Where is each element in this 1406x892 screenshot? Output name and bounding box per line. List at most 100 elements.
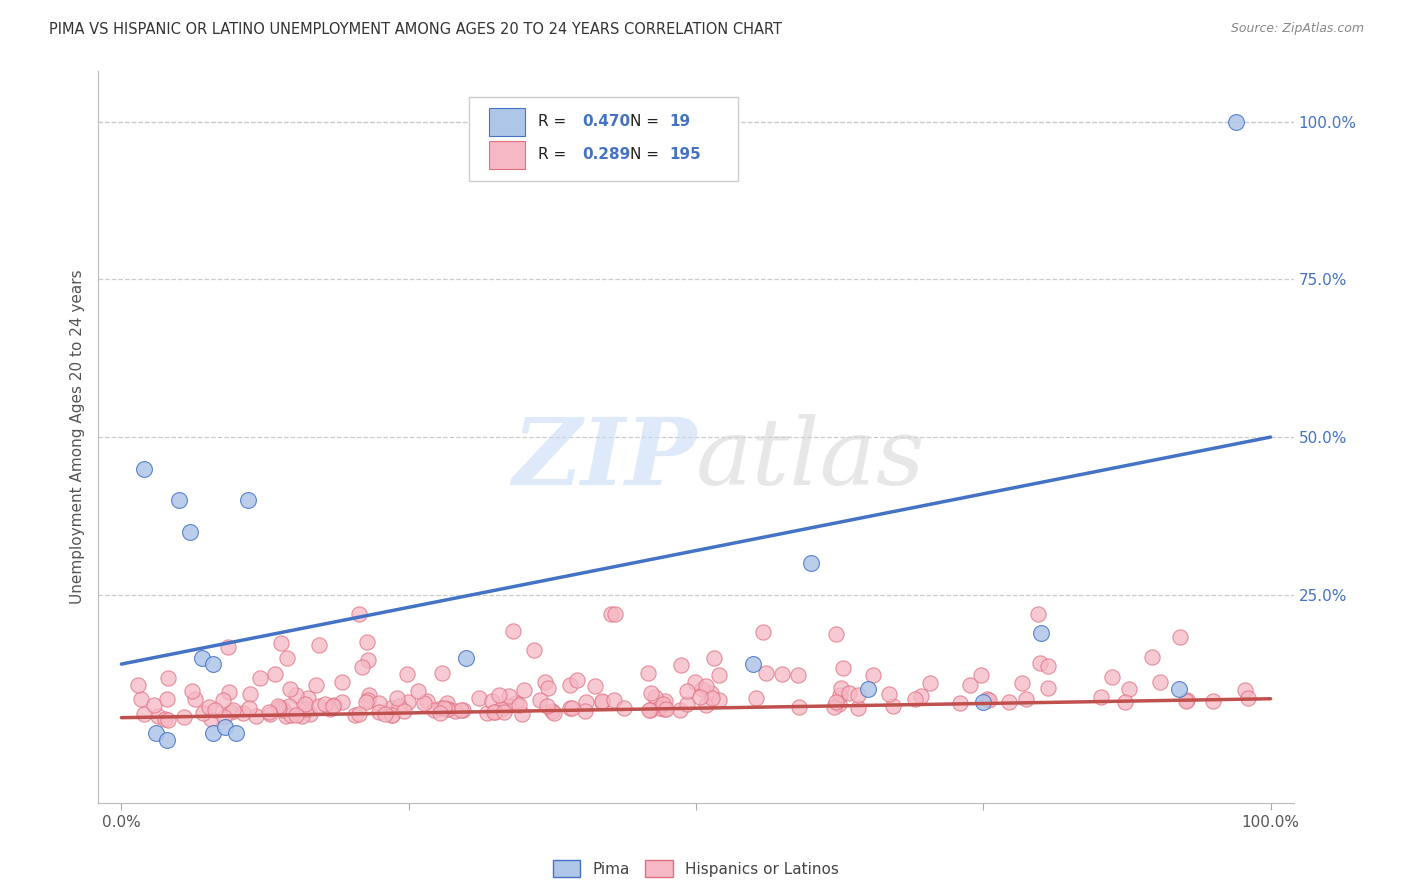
Point [179,524,201,539]
Point [823,699,845,714]
Point [1090,690,1112,704]
Point [155,692,177,706]
Point [298,706,321,721]
Point [356,693,378,707]
Point [668,703,690,717]
Point [537,681,560,695]
Point [212,693,235,707]
Point [830,681,852,695]
Text: atlas: atlas [696,414,925,504]
Point [430,666,453,681]
Point [381,707,404,722]
Point [523,643,546,657]
Point [599,607,621,621]
Point [654,693,676,707]
Point [744,691,766,706]
Point [513,682,536,697]
Point [676,684,699,698]
Point [1236,691,1258,706]
Point [488,688,510,702]
Point [429,706,451,721]
Point [368,696,391,710]
Point [167,493,190,508]
Point [134,461,156,475]
Point [367,705,389,719]
Point [846,701,869,715]
Text: 19: 19 [669,114,690,129]
Point [1149,675,1171,690]
Point [1026,607,1049,621]
Point [184,692,207,706]
Point [270,636,292,650]
Point [357,653,380,667]
Point [271,701,294,715]
Point [709,693,731,707]
Point [157,713,180,727]
FancyBboxPatch shape [489,141,524,169]
Point [583,679,606,693]
Point [153,712,176,726]
Point [343,708,366,723]
Point [752,625,775,640]
Point [669,657,692,672]
Point [1168,631,1191,645]
Point [180,684,202,698]
Point [1234,683,1257,698]
Text: N =: N = [630,147,664,162]
Point [350,660,373,674]
Point [357,688,380,702]
Point [278,699,301,714]
Point [214,720,236,734]
Point [396,695,419,709]
Point [245,708,267,723]
Point [221,705,243,719]
Point [494,705,516,719]
Text: ZIP: ZIP [512,414,696,504]
Text: R =: R = [538,147,571,162]
Point [484,706,506,720]
Point [832,661,855,675]
Point [433,701,456,715]
Text: 195: 195 [669,147,702,162]
Point [280,707,302,722]
Point [1015,692,1038,706]
Point [395,667,418,681]
Point [529,693,551,707]
Point [406,683,429,698]
Point [413,696,436,710]
Point [308,699,330,714]
Point [640,686,662,700]
Point [1118,681,1140,696]
Point [232,706,254,720]
Point [1140,650,1163,665]
Point [217,640,239,654]
Point [755,665,778,680]
Text: 0.470: 0.470 [582,114,630,129]
Point [450,703,472,717]
Point [972,695,994,709]
Point [536,698,558,713]
Point [388,699,411,714]
Point [380,701,402,715]
Point [959,678,981,692]
Point [468,690,491,705]
Point [481,694,503,708]
Point [1225,115,1247,129]
Point [603,693,626,707]
Point [273,703,295,717]
Point [558,701,581,715]
Point [197,700,219,714]
Point [148,708,170,723]
Point [787,668,810,682]
Text: R =: R = [538,114,571,129]
Point [543,706,565,720]
Point [1201,694,1223,708]
Point [274,709,297,723]
Point [1036,658,1059,673]
Point [284,707,307,722]
Point [976,692,998,706]
Point [560,678,582,692]
Point [225,726,247,740]
Point [1011,676,1033,690]
Point [695,679,717,693]
